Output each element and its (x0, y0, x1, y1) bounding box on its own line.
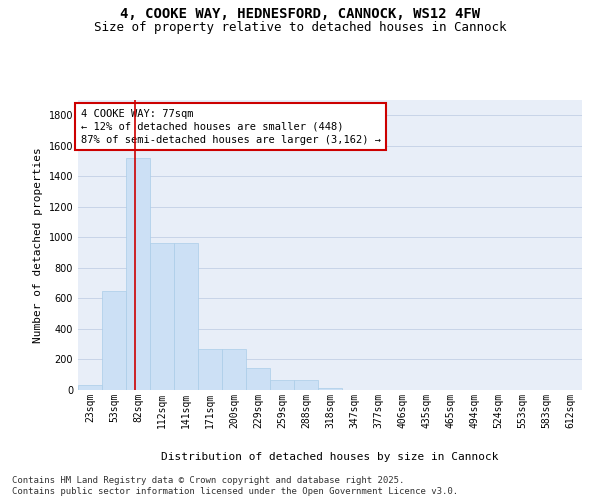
Bar (222, 349, 246, 390)
Text: Contains public sector information licensed under the Open Government Licence v3: Contains public sector information licen… (12, 488, 458, 496)
Bar (270, 380, 294, 390)
Bar (174, 244, 198, 390)
Bar (294, 380, 318, 390)
Bar (150, 244, 174, 390)
Text: Size of property relative to detached houses in Cannock: Size of property relative to detached ho… (94, 21, 506, 34)
Bar (318, 388, 342, 390)
Bar (102, 291, 126, 390)
Text: 4 COOKE WAY: 77sqm
← 12% of detached houses are smaller (448)
87% of semi-detach: 4 COOKE WAY: 77sqm ← 12% of detached hou… (80, 108, 380, 145)
Text: Contains HM Land Registry data © Crown copyright and database right 2025.: Contains HM Land Registry data © Crown c… (12, 476, 404, 485)
Y-axis label: Number of detached properties: Number of detached properties (33, 147, 43, 343)
Bar (126, 158, 150, 390)
Bar (78, 386, 102, 390)
Bar (246, 368, 270, 390)
Text: Distribution of detached houses by size in Cannock: Distribution of detached houses by size … (161, 452, 499, 462)
Bar (198, 349, 222, 390)
Text: 4, COOKE WAY, HEDNESFORD, CANNOCK, WS12 4FW: 4, COOKE WAY, HEDNESFORD, CANNOCK, WS12 … (120, 8, 480, 22)
